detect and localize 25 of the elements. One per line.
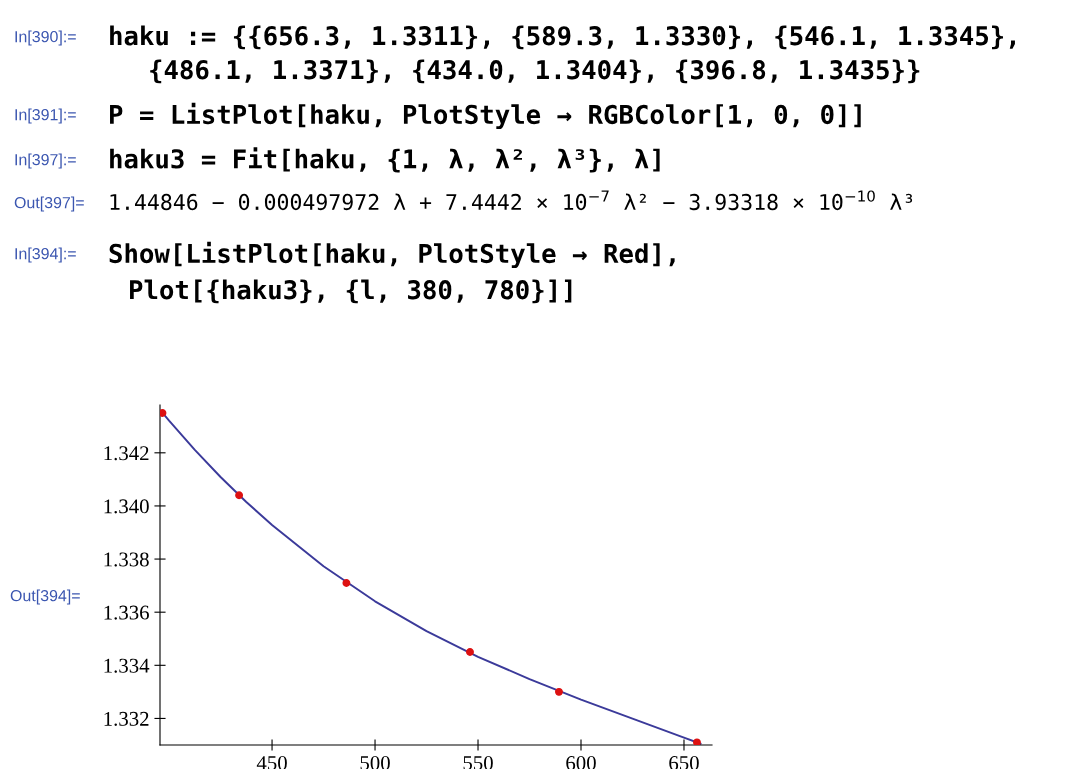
- text: Plot[{haku3}, {l, 380, 780}]]: [130, 279, 572, 304]
- text: Out[394]=: [10, 589, 80, 605]
- point: [342, 579, 351, 587]
- text: 1.44846 − 0.000497972 λ + 7.4442 × 10$^{−7}$ λ² − 3.93318 × 10$^{−10}$ λ³: [110, 190, 913, 211]
- text: {486.1, 1.3371}, {434.0, 1.3404}, {396.8, 1.3435}}: [150, 59, 920, 84]
- text: In[394]:=: [15, 247, 76, 263]
- y-tick-label: 1.340: [104, 499, 149, 514]
- y-tick-label: 1.338: [104, 552, 149, 567]
- text: P = ListPlot[haku, PlotStyle → RGBColor[1, 0, 0]]: [110, 102, 861, 130]
- point: [466, 648, 474, 656]
- point: [693, 738, 701, 745]
- point: [555, 687, 563, 696]
- text: haku := {{656.3, 1.3311}, {589.3, 1.3330}, {546.1, 1.3345},: [110, 25, 1015, 50]
- text: Out[397]=: [14, 196, 84, 212]
- point: [160, 409, 167, 417]
- text: In[391]:=: [15, 108, 76, 124]
- text: Show[ListPlot[haku, PlotStyle → Red],: [109, 241, 675, 269]
- y-tick-label: 1.334: [104, 658, 150, 673]
- text: In[390]:=: [15, 30, 76, 46]
- y-tick-label: 1.342: [104, 446, 149, 461]
- text: haku3 = Fit[haku, {1, λ, λ², λ³}, λ]: [110, 147, 660, 173]
- point: [235, 491, 244, 500]
- y-tick-label: 1.336: [104, 605, 149, 620]
- y-tick-label: 1.332: [104, 711, 149, 726]
- text: In[397]:=: [15, 153, 76, 169]
